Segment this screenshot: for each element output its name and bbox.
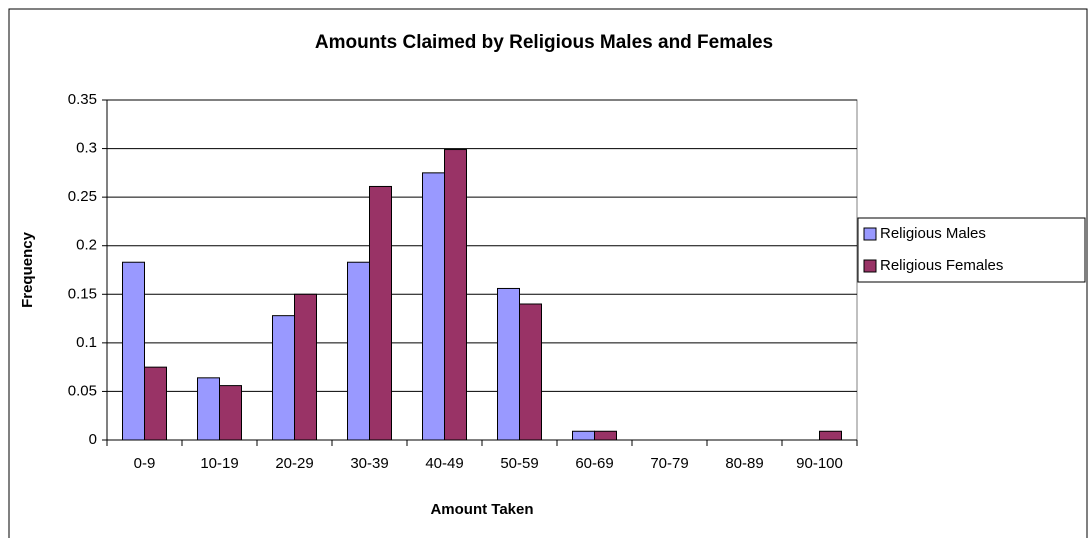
plot-area: [106, 99, 858, 441]
x-tick-label: 20-29: [275, 455, 313, 472]
y-tick-label: 0: [89, 431, 97, 448]
chart-title: Amounts Claimed by Religious Males and F…: [315, 32, 773, 53]
bar: [594, 430, 617, 441]
bar: [144, 366, 167, 441]
y-tick-label: 0.3: [76, 140, 97, 157]
bar: [819, 430, 842, 441]
x-axis-title: Amount Taken: [430, 501, 533, 518]
bar: [519, 303, 542, 441]
legend-label: Religious Females: [880, 257, 1003, 274]
bar: [422, 172, 445, 441]
x-tick-label: 80-89: [725, 455, 763, 472]
x-tick-label: 50-59: [500, 455, 538, 472]
x-tick-label: 70-79: [650, 455, 688, 472]
bar: [197, 377, 220, 441]
legend-box: [857, 217, 1086, 283]
bar: [272, 315, 295, 441]
y-axis-title: Frequency: [19, 231, 36, 308]
bar: [294, 293, 317, 441]
x-tick-label: 0-9: [134, 455, 156, 472]
bar: [347, 261, 370, 441]
legend-label: Religious Males: [880, 225, 986, 242]
bar: [122, 261, 145, 441]
bar: [497, 287, 520, 441]
y-tick-label: 0.25: [68, 188, 97, 205]
x-tick-label: 90-100: [796, 455, 843, 472]
legend-swatch: [863, 259, 877, 273]
x-tick-label: 10-19: [200, 455, 238, 472]
x-tick-label: 30-39: [350, 455, 388, 472]
legend-swatch: [863, 227, 877, 241]
y-tick-label: 0.05: [68, 382, 97, 399]
x-tick-label: 60-69: [575, 455, 613, 472]
bar: [444, 149, 467, 441]
x-tick-label: 40-49: [425, 455, 463, 472]
y-tick-label: 0.35: [68, 91, 97, 108]
y-tick-label: 0.1: [76, 334, 97, 351]
bar: [219, 385, 242, 441]
y-tick-label: 0.15: [68, 285, 97, 302]
bar: [572, 430, 595, 441]
y-tick-label: 0.2: [76, 237, 97, 254]
bar: [369, 185, 392, 441]
